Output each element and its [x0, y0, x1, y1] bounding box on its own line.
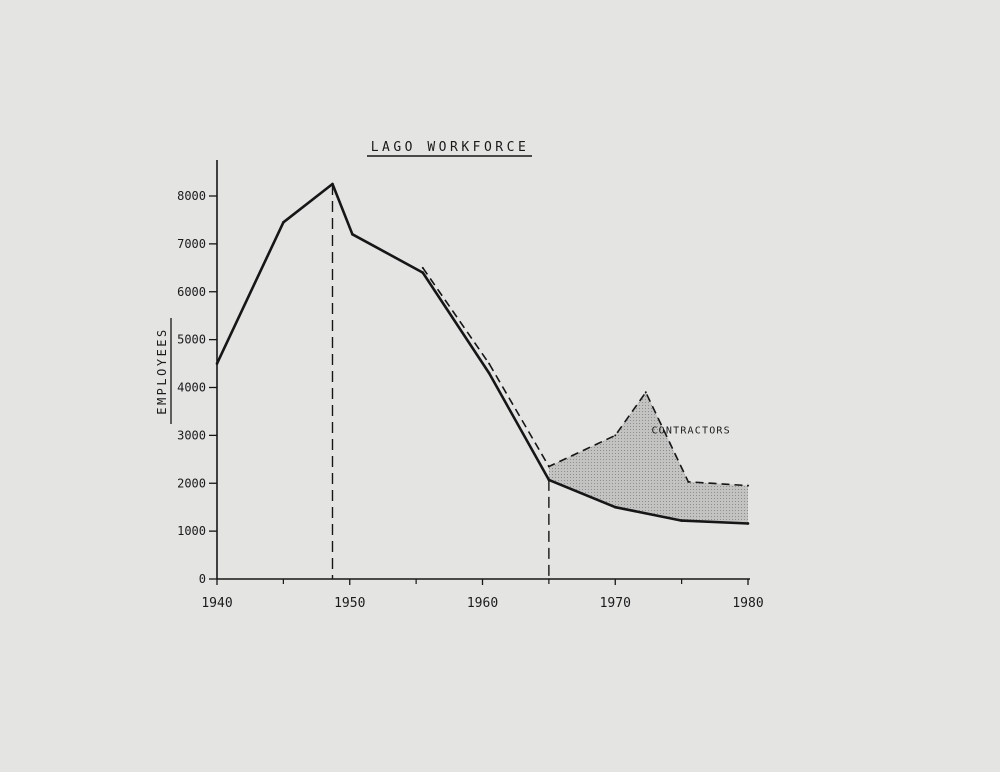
annotation-contractors: CONTRACTORS [651, 425, 730, 436]
dashed-point-2 [547, 465, 550, 468]
series-solid-line [215, 182, 749, 525]
y-tick-label-2000: 2000 [177, 476, 206, 490]
y-tick-label-8000: 8000 [177, 189, 206, 203]
solid-point-7 [613, 505, 617, 509]
solid-point-4 [421, 271, 425, 274]
dashed-point-0 [421, 266, 424, 269]
dashed-point-6 [747, 484, 749, 487]
y-axis-label: EMPLOYEES [155, 327, 169, 415]
y-tick-label-0: 0 [199, 572, 206, 586]
solid-point-6 [547, 478, 551, 482]
contractors-shaded-area [548, 392, 748, 524]
solid-point-8 [680, 519, 683, 522]
dashed-point-4 [644, 391, 647, 394]
y-tick-label-7000: 7000 [177, 237, 206, 251]
y-tick-label-1000: 1000 [177, 524, 206, 538]
solid-point-3 [351, 233, 354, 236]
x-tick-label-1980: 1980 [732, 596, 763, 611]
x-tick-label-1950: 1950 [334, 596, 365, 611]
solid-point-0 [215, 362, 219, 365]
dashed-point-1 [488, 362, 491, 365]
solid-point-1 [282, 221, 285, 224]
x-tick-label-1970: 1970 [600, 596, 631, 611]
y-tick-label-6000: 6000 [177, 285, 206, 299]
x-tick-label-1940: 1940 [201, 596, 232, 611]
x-tick-label-1960: 1960 [467, 596, 498, 611]
solid-point-2 [331, 182, 334, 186]
y-tick-label-5000: 5000 [177, 333, 206, 347]
solid-point-5 [487, 371, 491, 375]
dashed-point-3 [614, 434, 617, 437]
chart-title: LAGO WORKFORCE [371, 140, 530, 155]
dashed-point-5 [687, 480, 690, 483]
y-tick-label-4000: 4000 [177, 381, 206, 395]
solid-point-9 [746, 522, 750, 525]
y-tick-label-3000: 3000 [177, 428, 206, 442]
